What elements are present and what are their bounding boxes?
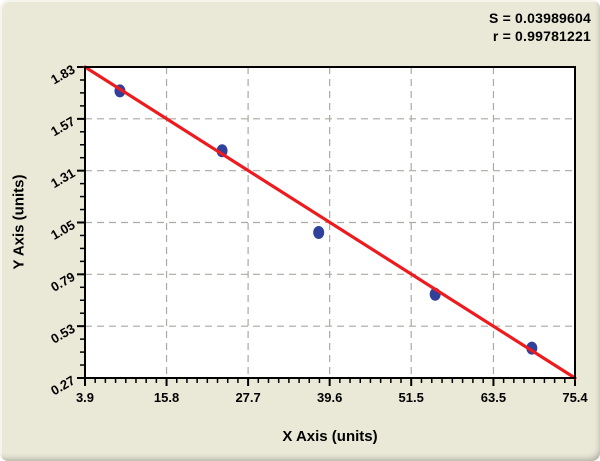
y-tick-label: 0.27 [48,373,77,399]
y-tick-label: 1.05 [48,217,77,243]
y-tick-label: 1.31 [48,165,77,191]
y-tick-label: 0.53 [48,321,77,347]
x-tick-label: 75.4 [562,390,588,405]
y-axis-title: Y Axis (units) [10,174,28,270]
x-tick-label: 27.7 [235,390,260,405]
x-tick-label: 3.9 [76,390,94,405]
x-tick-label: 51.5 [399,390,424,405]
r-value-text: r = 0.99781221 [492,28,591,44]
x-axis-title: X Axis (units) [282,428,378,445]
x-tick-label: 63.5 [481,390,506,405]
y-tick-label: 1.57 [48,113,77,139]
regression-line [83,65,577,380]
x-tick-label: 15.8 [154,390,179,405]
stats-annotation: S = 0.03989604 r = 0.99781221 [489,9,591,45]
plot-frame [84,66,576,379]
s-value-text: S = 0.03989604 [488,10,591,26]
data-point [313,225,325,239]
y-tick-label: 0.79 [48,269,77,295]
y-tick-label: 1.83 [48,62,77,88]
x-tick-label: 39.6 [317,390,342,405]
